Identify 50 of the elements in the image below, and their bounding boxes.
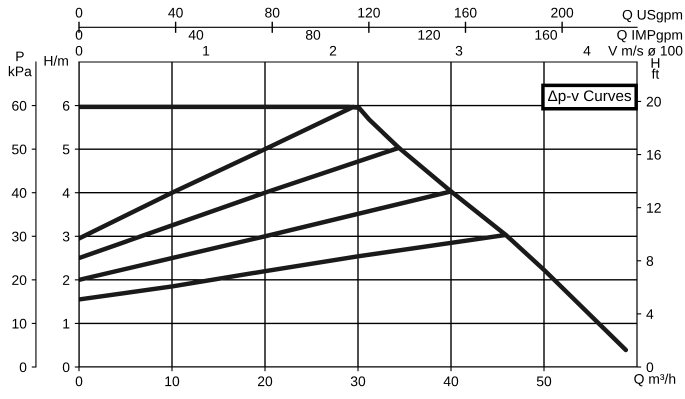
- x-tick-label: 30: [350, 376, 366, 386]
- y2-axis-title: H ft: [652, 58, 660, 79]
- text: 4: [583, 46, 590, 56]
- x2-tick-label: 120: [358, 8, 380, 18]
- y-tick-label: 0: [62, 362, 70, 372]
- y3-tick-label: 10: [12, 318, 26, 329]
- x-tick-label: 40: [444, 376, 458, 386]
- y3-tick-label: 30: [12, 232, 26, 242]
- y-tick-label: 2: [62, 275, 70, 285]
- y-tick-label: 6: [62, 100, 70, 111]
- y2-tick-label: 20: [646, 96, 661, 107]
- x2-tick-label: 80: [265, 8, 280, 18]
- y-tick-label: 4: [62, 188, 70, 198]
- text: 40: [188, 30, 204, 40]
- text: 120: [418, 30, 440, 40]
- y-axis-title: H/m: [44, 56, 68, 66]
- text: 0: [76, 46, 82, 56]
- x-axis-title: Q m³/h: [634, 374, 676, 386]
- text: 80: [306, 30, 320, 40]
- y-tick-label: 5: [62, 144, 70, 154]
- y3-tick-label: 50: [12, 144, 26, 154]
- text: 0: [76, 30, 82, 40]
- y3-tick-label: 60: [12, 100, 26, 111]
- x2-tick-label: 160: [454, 8, 477, 18]
- y-tick-label: 3: [62, 232, 70, 242]
- text: 1: [203, 46, 210, 56]
- y2-tick-label: 8: [646, 256, 654, 266]
- y3-axis-title: P kPa: [8, 52, 32, 76]
- x-tick-label: 20: [258, 376, 272, 386]
- y2-tick-label: 0: [646, 362, 654, 372]
- x2-tick-label: 40: [168, 8, 183, 18]
- y3-tick-label: 0: [20, 362, 26, 372]
- y-tick-label: 1: [63, 318, 70, 328]
- x2-axis-title: Q USgpm: [622, 10, 682, 22]
- y3-tick-label: 40: [12, 188, 26, 198]
- y2-tick-label: 4: [646, 309, 654, 319]
- text: 3: [456, 46, 462, 56]
- annotation: Δp-v Curves: [548, 90, 632, 104]
- text: Q IMPgpm: [617, 30, 682, 43]
- text: 160: [535, 30, 558, 40]
- x-tick-label: 10: [165, 376, 180, 386]
- text: V m/s ø 100: [608, 45, 682, 56]
- x2-tick-label: 200: [551, 8, 574, 18]
- y2-tick-label: 16: [647, 150, 661, 160]
- x-tick-label: 50: [536, 376, 552, 386]
- x2-tick-label: 0: [76, 8, 82, 18]
- x-tick-label: 0: [76, 376, 82, 386]
- y2-tick-label: 12: [647, 202, 661, 213]
- text: 2: [330, 46, 336, 56]
- y3-tick-label: 20: [12, 275, 26, 286]
